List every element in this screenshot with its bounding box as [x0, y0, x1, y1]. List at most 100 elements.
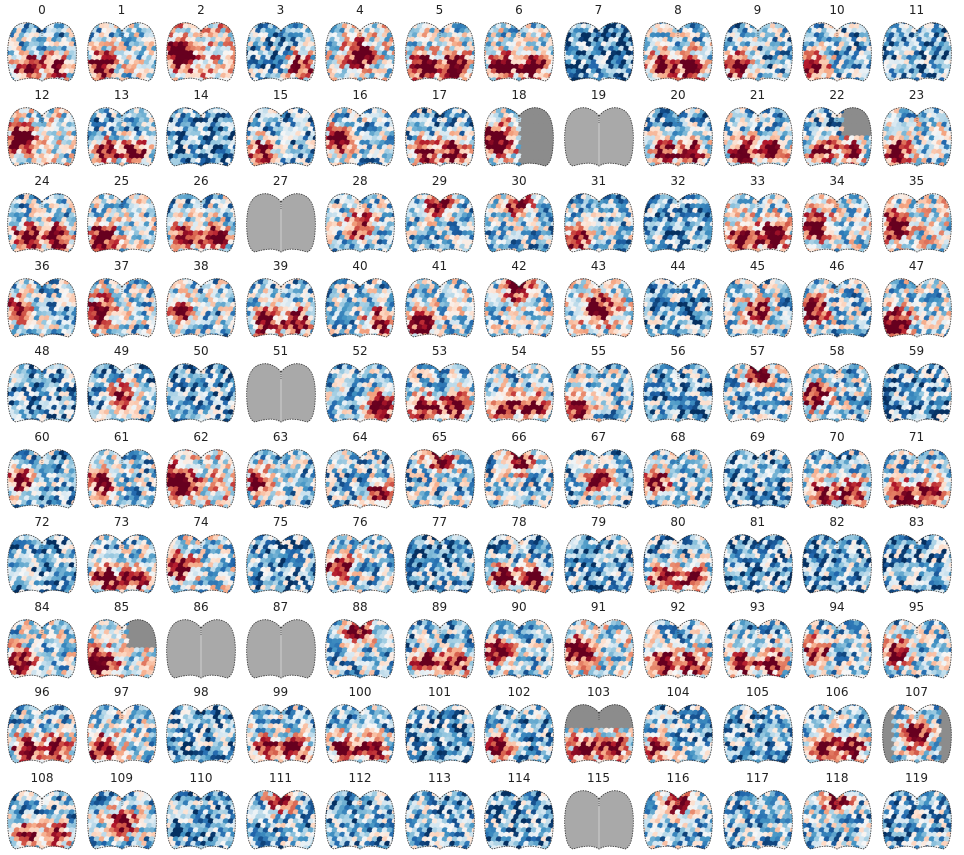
brain-panel: 108: [4, 771, 80, 855]
panel-label: 56: [640, 344, 716, 358]
panel-label: 0: [4, 3, 80, 17]
panel-label: 80: [640, 515, 716, 529]
brain-panel: 100: [322, 685, 398, 769]
brain-map-fill: [83, 701, 162, 766]
brain-map-fill: [878, 445, 957, 510]
brain-map-fill: [83, 616, 162, 681]
panel-label: 115: [561, 771, 637, 785]
brain-map-fill: [322, 530, 401, 595]
panel-label: 112: [322, 771, 398, 785]
brain-map-fill: [481, 104, 560, 169]
brain-map-fill: [481, 445, 560, 510]
brain-map-fill: [719, 701, 798, 766]
brain-map-fill: [401, 445, 480, 510]
brain-map-fill: [401, 104, 480, 169]
brain-map: [405, 701, 475, 767]
brain-panel: 26: [163, 174, 239, 258]
brain-panel: 29: [402, 174, 478, 258]
panel-label: 71: [879, 430, 955, 444]
panel-label: 48: [4, 344, 80, 358]
brain-panel: 62: [163, 430, 239, 514]
brain-map-fill: [560, 360, 639, 425]
brain-map-fill: [83, 530, 162, 595]
brain-panel: 31: [561, 174, 637, 258]
panel-label: 88: [322, 600, 398, 614]
brain-map-fill: [640, 701, 719, 766]
brain-map-fill: [719, 530, 798, 595]
brain-map: [723, 104, 793, 170]
brain-map-fill: [640, 616, 719, 681]
panel-label: 31: [561, 174, 637, 188]
brain-panel: 113: [402, 771, 478, 855]
brain-map: [643, 446, 713, 512]
brain-map: [325, 19, 395, 85]
brain-panel: 81: [720, 515, 796, 599]
brain-panel: 40: [322, 259, 398, 343]
panel-label: 100: [322, 685, 398, 699]
brain-map: [87, 531, 157, 597]
brain-map-fill: [481, 19, 560, 84]
panel-label: 92: [640, 600, 716, 614]
brain-map: [882, 360, 952, 426]
brain-map: [882, 531, 952, 597]
brain-panel: 27: [243, 174, 319, 258]
brain-map: [405, 616, 475, 682]
brain-map-fill: [322, 275, 401, 340]
panel-label: 101: [402, 685, 478, 699]
brain-map: [325, 275, 395, 341]
brain-panel: 91: [561, 600, 637, 684]
brain-map-fill: [560, 701, 639, 766]
brain-map-fill: [799, 360, 878, 425]
brain-panel: 112: [322, 771, 398, 855]
panel-label: 97: [84, 685, 160, 699]
brain-map-fill: [401, 701, 480, 766]
brain-map-fill: [878, 530, 957, 595]
brain-map-fill: [481, 275, 560, 340]
brain-map-fill: [4, 360, 83, 425]
brain-map: [484, 275, 554, 341]
brain-map: [325, 787, 395, 853]
brain-map-fill: [163, 530, 242, 595]
brain-map: [87, 275, 157, 341]
panel-label: 106: [799, 685, 875, 699]
brain-map-fill: [163, 104, 242, 169]
brain-map: [882, 446, 952, 512]
brain-panel: 61: [84, 430, 160, 514]
brain-map-fill: [799, 104, 878, 169]
brain-map-fill: [878, 19, 957, 84]
brain-map-fill: [401, 530, 480, 595]
panel-label: 117: [720, 771, 796, 785]
brain-map: [802, 531, 872, 597]
brain-map: [166, 104, 236, 170]
brain-map-fill: [322, 104, 401, 169]
brain-map: [87, 787, 157, 853]
brain-map-fill: [163, 275, 242, 340]
panel-label: 46: [799, 259, 875, 273]
brain-map: [246, 190, 316, 256]
brain-map-fill: [481, 530, 560, 595]
panel-label: 38: [163, 259, 239, 273]
brain-panel: 93: [720, 600, 796, 684]
brain-panel: 9: [720, 3, 796, 87]
panel-label: 79: [561, 515, 637, 529]
brain-map-fill: [878, 616, 957, 681]
brain-panel: 7: [561, 3, 637, 87]
brain-panel: 102: [481, 685, 557, 769]
panel-label: 118: [799, 771, 875, 785]
panel-label: 47: [879, 259, 955, 273]
brain-panel: 21: [720, 88, 796, 172]
panel-label: 12: [4, 88, 80, 102]
brain-map: [564, 531, 634, 597]
brain-panel: 22: [799, 88, 875, 172]
panel-label: 44: [640, 259, 716, 273]
brain-map: [564, 787, 634, 853]
brain-map-fill: [719, 616, 798, 681]
panel-label: 35: [879, 174, 955, 188]
panel-label: 39: [243, 259, 319, 273]
brain-panel: 104: [640, 685, 716, 769]
brain-map-fill: [322, 616, 401, 681]
brain-map-fill: [640, 19, 719, 84]
brain-map-fill: [719, 189, 798, 254]
panel-label: 70: [799, 430, 875, 444]
